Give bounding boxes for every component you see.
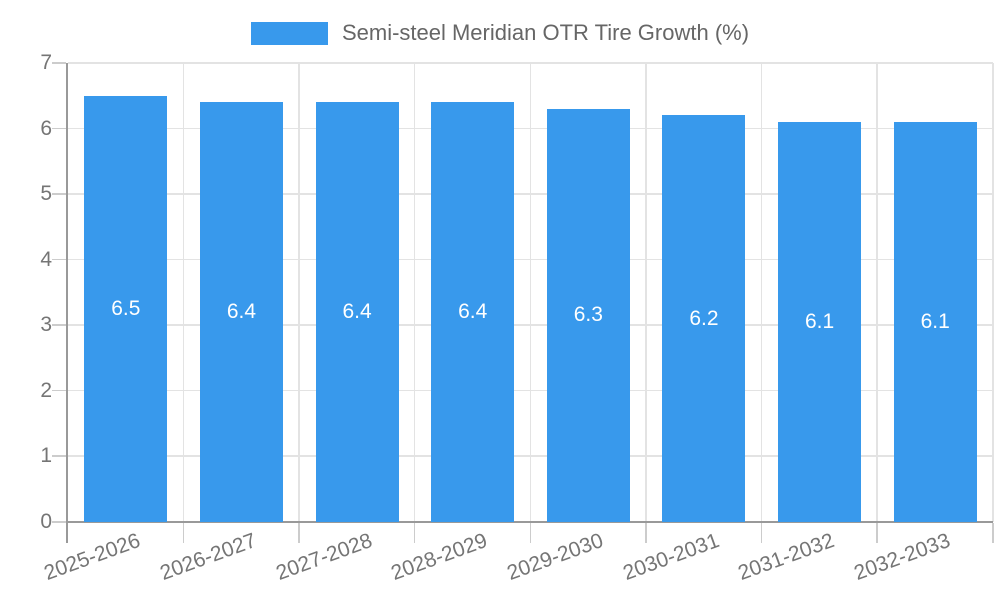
x-tick — [760, 523, 763, 543]
v-gridline — [298, 63, 300, 522]
x-tick-label: 2032-2033 — [850, 529, 954, 585]
y-tick-label: 1 — [40, 444, 52, 468]
y-tick — [52, 324, 66, 326]
v-gridline — [760, 63, 763, 522]
y-tick-label: 7 — [40, 51, 52, 74]
v-gridline — [529, 63, 531, 522]
bar-value-label: 6.5 — [111, 296, 141, 320]
x-tick — [992, 523, 994, 543]
x-tick-label: 2027-2028 — [272, 529, 375, 585]
y-axis-line — [66, 63, 68, 543]
x-tick-label: 2029-2030 — [503, 529, 607, 585]
y-tick-label: 2 — [40, 378, 52, 402]
y-tick-label: 6 — [40, 116, 52, 140]
bar[interactable]: 6.2 — [662, 115, 746, 522]
bar[interactable]: 6.1 — [893, 122, 977, 522]
bar[interactable]: 6.1 — [778, 122, 862, 522]
bar[interactable]: 6.3 — [546, 108, 630, 522]
v-gridline — [992, 63, 994, 522]
x-tick — [876, 523, 878, 543]
y-tick-label: 5 — [40, 182, 52, 206]
x-tick — [182, 523, 185, 543]
bar-value-label: 6.4 — [342, 300, 372, 324]
v-gridline — [182, 63, 185, 522]
bar-value-label: 6.3 — [573, 303, 603, 327]
bar[interactable]: 6.4 — [431, 102, 515, 522]
x-tick-label: 2028-2029 — [388, 529, 491, 585]
x-axis-line — [66, 521, 993, 523]
y-tick-label: 3 — [40, 313, 52, 337]
v-gridline — [645, 63, 647, 522]
bar[interactable]: 6.5 — [84, 95, 168, 522]
y-tick — [52, 258, 66, 261]
x-tick-label: 2030-2031 — [619, 529, 722, 585]
y-tick — [52, 127, 66, 130]
y-tick — [52, 389, 66, 392]
x-tick — [529, 523, 531, 543]
x-tick — [645, 523, 647, 543]
v-gridline — [876, 63, 878, 522]
legend-label: Semi-steel Meridian OTR Tire Growth (%) — [341, 20, 750, 45]
bar-value-label: 6.1 — [804, 309, 835, 333]
legend-swatch[interactable] — [250, 21, 328, 45]
y-tick — [52, 193, 66, 195]
bar-value-label: 6.2 — [689, 306, 719, 330]
chart-legend[interactable]: Semi-steel Meridian OTR Tire Growth (%) — [0, 20, 1000, 46]
x-tick-label: 2025-2026 — [41, 529, 144, 585]
v-gridline — [413, 63, 416, 522]
x-tick-label: 2026-2027 — [157, 529, 260, 585]
y-tick — [52, 62, 66, 64]
y-tick — [52, 455, 66, 457]
bar[interactable]: 6.4 — [315, 102, 399, 522]
y-tick-label: 0 — [40, 510, 52, 533]
h-gridline — [68, 62, 993, 64]
x-tick — [298, 523, 300, 543]
bar-value-label: 6.1 — [920, 309, 950, 333]
y-tick-label: 4 — [40, 247, 52, 271]
y-tick — [52, 521, 66, 523]
x-tick-label: 2031-2032 — [735, 529, 838, 585]
bar-value-label: 6.4 — [226, 300, 257, 324]
bar[interactable]: 6.4 — [199, 102, 283, 522]
x-tick — [413, 523, 416, 543]
bar-value-label: 6.4 — [458, 300, 488, 324]
